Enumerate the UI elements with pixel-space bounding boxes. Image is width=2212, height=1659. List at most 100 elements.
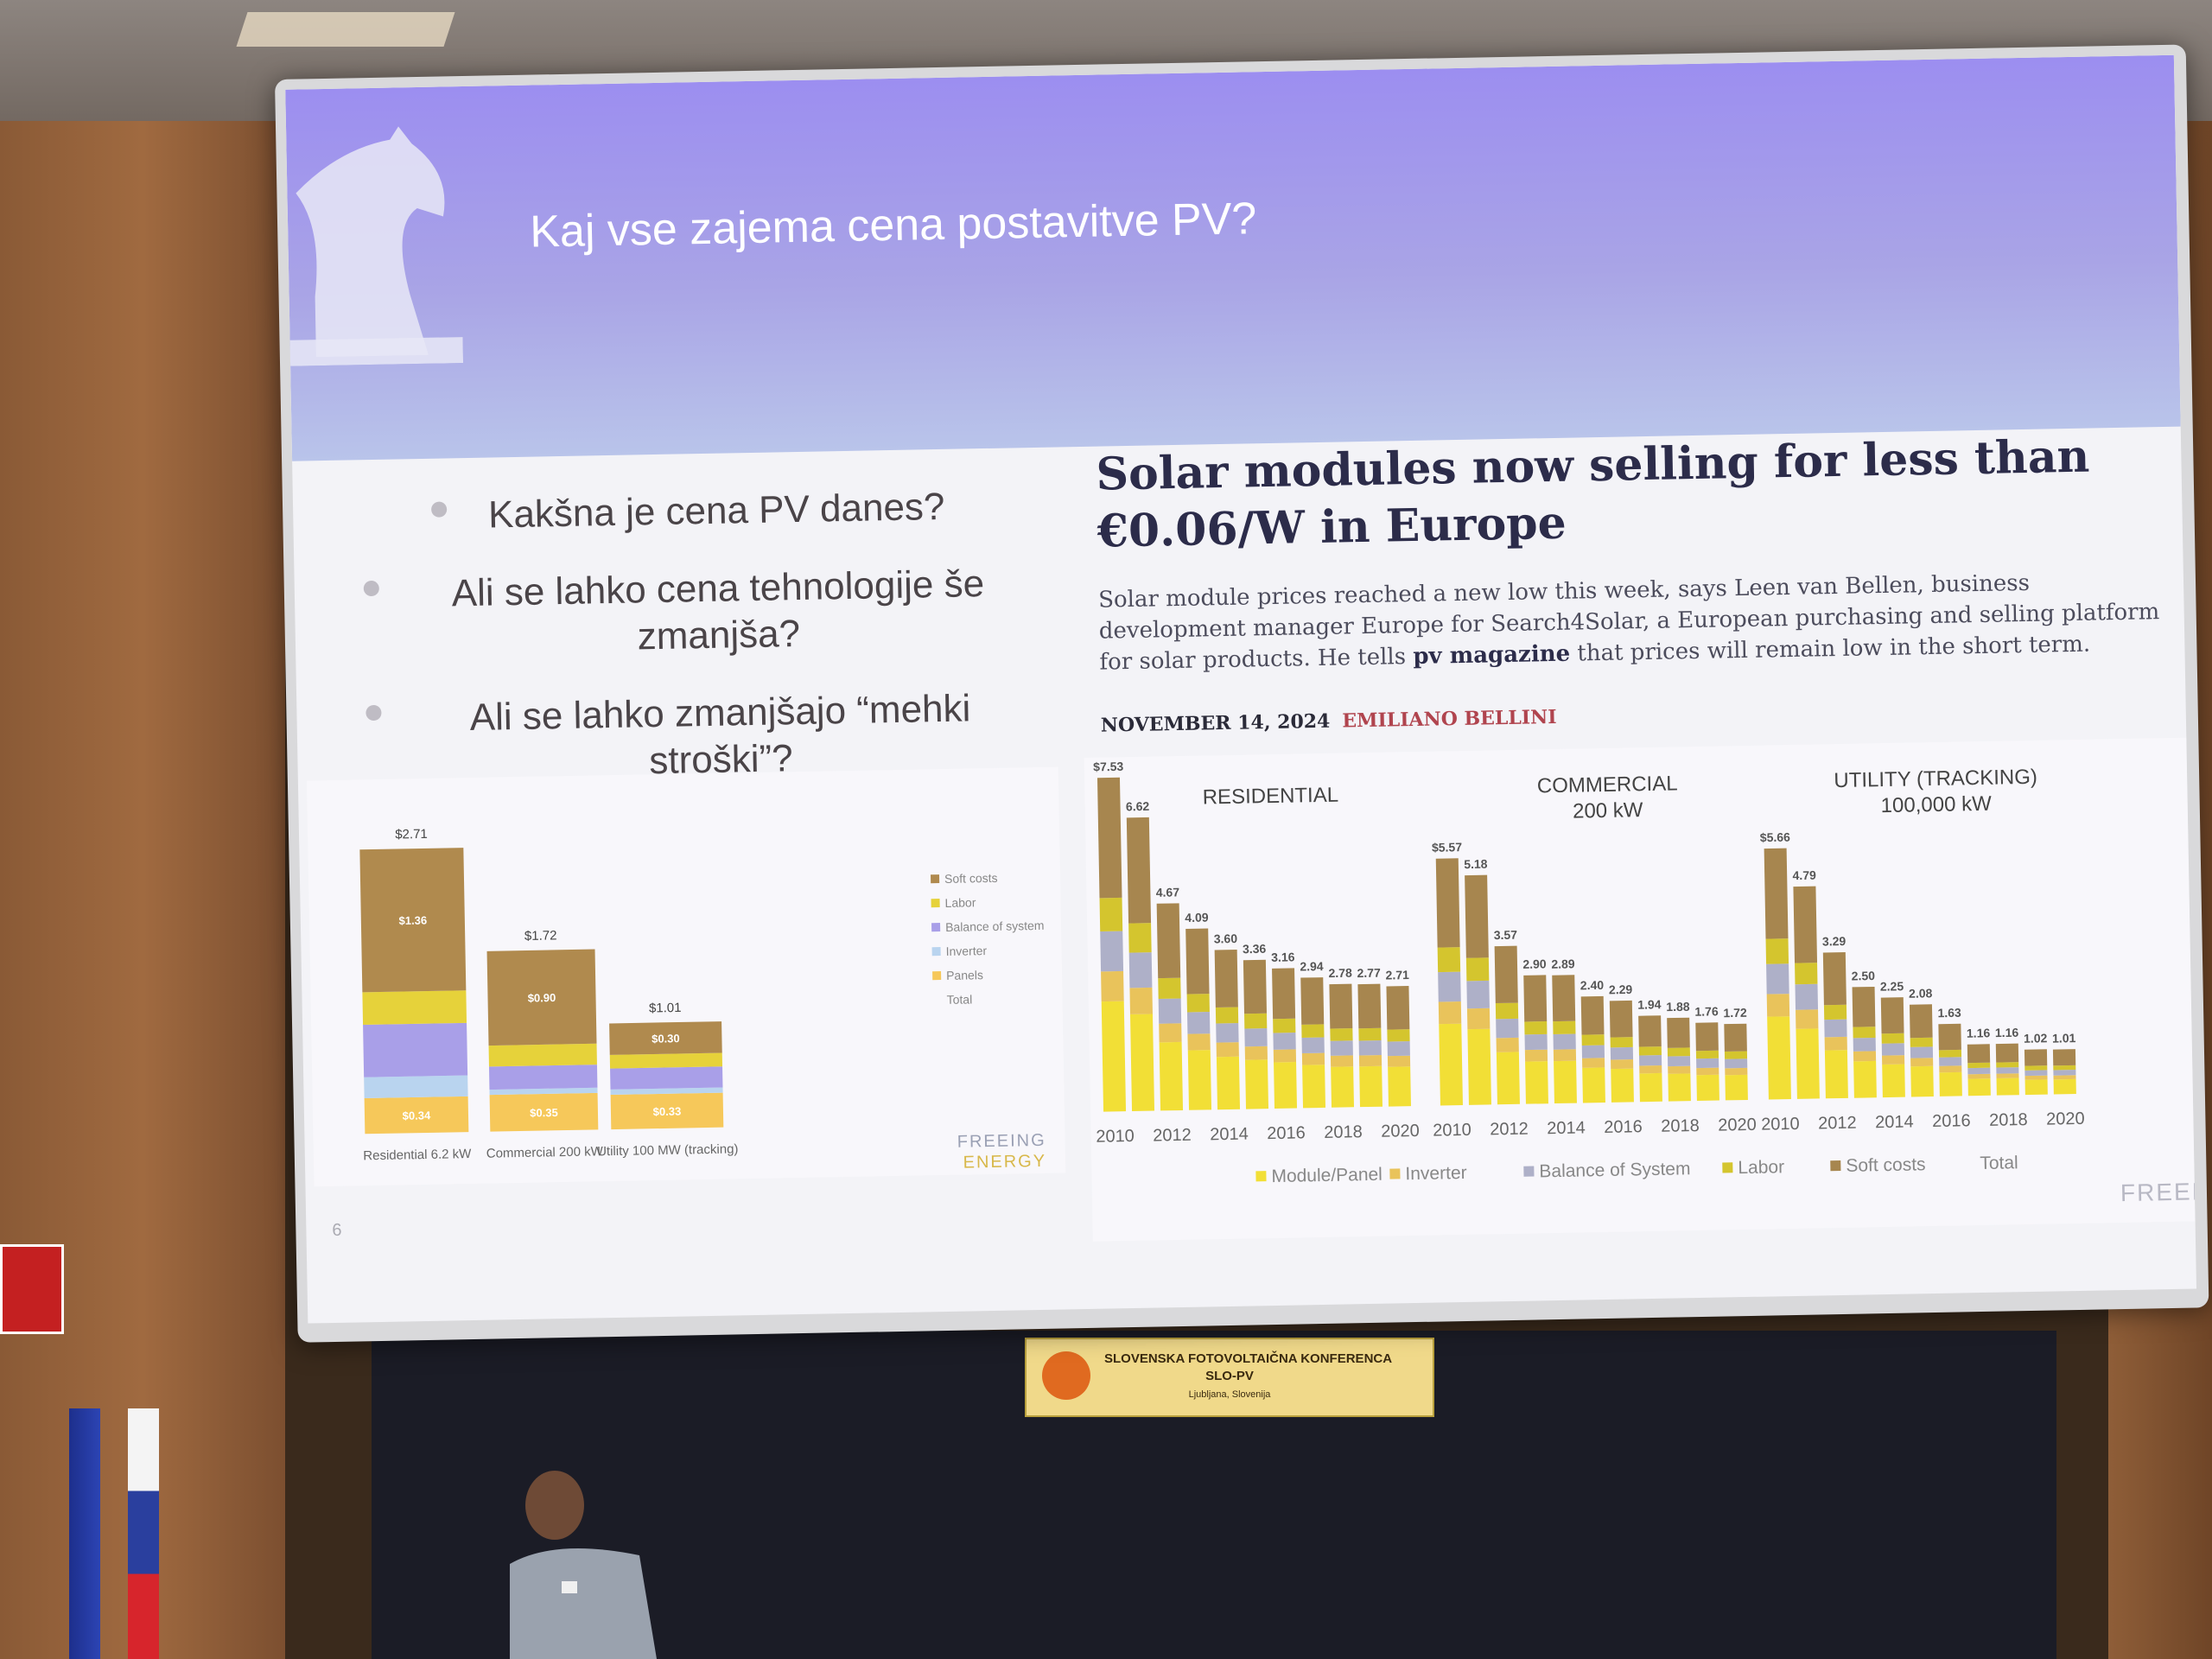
- bar-segment: [1853, 1051, 1877, 1062]
- bar-segment: [2024, 1079, 2048, 1096]
- bar-segment: [1824, 1019, 1847, 1038]
- bar-segment: [1996, 1067, 2019, 1074]
- data-label: $0.34: [403, 1109, 432, 1122]
- banner-line1: SLOVENSKA FOTOVOLTAIČNA KONFERENCA: [1104, 1351, 1393, 1366]
- bar-segment: [609, 1052, 723, 1069]
- bar-segment: [1639, 1065, 1662, 1074]
- bar-segment: [363, 1022, 468, 1077]
- question-text: Kakšna je cena PV danes?: [487, 485, 945, 537]
- total-label: 1.72: [1723, 1006, 1747, 1020]
- bar-segment: [1301, 1024, 1325, 1038]
- bar-segment: [610, 1092, 724, 1130]
- bar-segment: [1358, 1027, 1382, 1041]
- data-label: $1.36: [398, 913, 427, 927]
- bar-segment: [2024, 1070, 2048, 1077]
- bar-segment: [1910, 1046, 1934, 1058]
- bar-segment: [1524, 1033, 1548, 1051]
- bar-segment: [1724, 1023, 1747, 1052]
- category-label: Residential 6.2 kW: [363, 1147, 472, 1163]
- ceiling-light: [236, 12, 455, 47]
- legend-label: Panels: [946, 968, 983, 982]
- bar-segment: [1300, 977, 1325, 1025]
- x-tick-label: 2012: [1490, 1120, 1529, 1140]
- total-label: 3.36: [1243, 942, 1267, 957]
- bar-segment: [1611, 1068, 1634, 1103]
- chess-knight-logo: [289, 126, 464, 366]
- bar-segment: [1096, 777, 1122, 899]
- total-label: 2.78: [1328, 966, 1352, 981]
- total-label: $5.57: [1432, 840, 1463, 855]
- x-tick-label: 2020: [1718, 1116, 1757, 1135]
- bar-segment: [1939, 1071, 1962, 1096]
- panel-title: COMMERCIAL: [1537, 772, 1678, 798]
- bar-segment: [1696, 1067, 1719, 1076]
- bar-segment: [1995, 1043, 2019, 1063]
- bar-segment: [1765, 938, 1789, 964]
- legend-label: Total: [946, 992, 972, 1007]
- legend-swatch: [1389, 1168, 1401, 1179]
- banner-line2: SLO-PV: [1205, 1369, 1254, 1383]
- x-tick-label: 2014: [1875, 1112, 1914, 1132]
- source-label-2: ENERGY: [963, 1152, 1046, 1173]
- total-label: $1.01: [649, 1001, 682, 1016]
- fire-extinguisher-sign: [0, 1244, 64, 1334]
- total-label: 2.29: [1609, 982, 1633, 997]
- bar-segment: [1158, 998, 1182, 1024]
- x-tick-label: 2020: [1381, 1122, 1420, 1141]
- total-label: 1.01: [2052, 1031, 2076, 1046]
- bar-segment: [1331, 1066, 1355, 1108]
- category-label: Commercial 200 kW: [486, 1144, 604, 1160]
- bar-segment: [1939, 1065, 1962, 1073]
- bar-segment: [1853, 1037, 1876, 1052]
- bar-segment: [1824, 1036, 1847, 1051]
- bar-segment: [1824, 1050, 1848, 1099]
- legend-label: Labor: [1738, 1157, 1784, 1178]
- total-label: 5.18: [1464, 857, 1488, 872]
- total-label: 4.79: [1792, 868, 1816, 883]
- bar-segment: [2053, 1075, 2076, 1080]
- bar-segment: [1967, 1067, 1991, 1075]
- bar-segment: [1159, 1023, 1182, 1043]
- bar-segment: [1639, 1072, 1662, 1103]
- bar-segment: [1667, 1047, 1690, 1057]
- bar-segment: [1496, 1052, 1520, 1105]
- bar-segment: [1822, 952, 1847, 1006]
- data-label: $0.33: [653, 1105, 682, 1119]
- x-tick-label: 2018: [1989, 1110, 2028, 1130]
- total-label: 2.08: [1909, 986, 1933, 1001]
- bar-segment: [1766, 994, 1790, 1017]
- banner-line3: Ljubljana, Slovenija: [1188, 1389, 1271, 1400]
- chart-background: [1084, 737, 2196, 1242]
- bar-segment: [1967, 1062, 1991, 1069]
- bar-segment: [1667, 1056, 1691, 1067]
- bar-segment: [1610, 1037, 1633, 1048]
- bar-segment: [1852, 986, 1876, 1027]
- bar-segment: [1387, 1041, 1410, 1057]
- panel-title: RESIDENTIAL: [1202, 784, 1338, 810]
- bar-segment: [1435, 858, 1460, 948]
- news-author: EMILIANO BELLINI: [1342, 705, 1557, 733]
- category-label: Utility 100 MW (tracking): [597, 1141, 739, 1159]
- x-tick-label: 2014: [1547, 1118, 1586, 1138]
- bullet-icon: [363, 580, 379, 597]
- legend-swatch: [1255, 1171, 1267, 1182]
- legend-swatch: [931, 923, 941, 932]
- bar-segment: [1793, 886, 1818, 963]
- bar-segment: [1358, 1055, 1382, 1067]
- cost-trend-chart: RESIDENTIAL $7.53 6.62 4.67 4.09 3.60 3.36 3.16…: [1084, 737, 2196, 1242]
- bar-segment: [1330, 1028, 1353, 1041]
- bar-segment: [1301, 1037, 1325, 1054]
- total-label: $1.72: [524, 928, 557, 944]
- bullet-icon: [430, 501, 448, 518]
- bar-segment: [1823, 1004, 1847, 1020]
- question-item: Ali se lahko cena tehnologije še zmanjša…: [363, 559, 1073, 665]
- legend-swatch: [1523, 1166, 1535, 1177]
- bar-segment: [1438, 971, 1461, 1002]
- bar-segment: [1611, 1059, 1634, 1070]
- bar-segment: [1667, 1017, 1690, 1048]
- bar-segment: [1273, 1032, 1296, 1050]
- bar-segment: [1465, 957, 1490, 982]
- total-label: 2.50: [1852, 969, 1876, 983]
- bar-segment: [1386, 986, 1410, 1030]
- bar-segment: [489, 1087, 598, 1096]
